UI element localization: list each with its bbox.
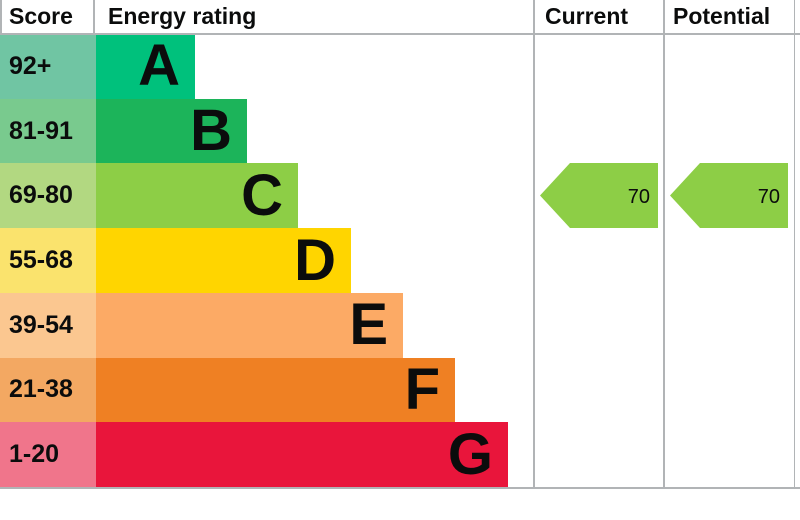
band-bar-e: E (96, 292, 403, 358)
score-column-divider (93, 0, 95, 33)
band-bar-d: D (96, 228, 351, 293)
current-column-left-border (533, 0, 535, 488)
band-letter: C (241, 162, 283, 228)
score-range: 55-68 (0, 228, 96, 293)
band-row-d: 55-68 D (0, 228, 800, 293)
score-range: 81-91 (0, 98, 96, 164)
potential-rating-arrow: 70 (670, 163, 788, 229)
current-arrow-shape (540, 163, 658, 229)
band-row-a: 92+ A (0, 34, 800, 99)
potential-arrow-shape (670, 163, 788, 229)
score-range: 39-54 (0, 292, 96, 358)
header-current: Current (545, 3, 629, 29)
potential-column-right-border (793, 0, 795, 488)
header-energy-rating: Energy rating (108, 3, 257, 29)
header-potential: Potential (673, 3, 771, 29)
band-letter: E (349, 292, 388, 358)
header-bottom-border (0, 33, 800, 35)
header-score: Score (9, 3, 73, 29)
band-bar-b: B (96, 98, 247, 164)
score-range: 1-20 (0, 422, 96, 488)
score-range: 21-38 (0, 357, 96, 423)
current-rating-value: 70 (628, 186, 650, 208)
band-letter: F (404, 356, 440, 422)
band-bar-f: F (96, 356, 455, 423)
band-letter: G (447, 421, 493, 487)
header-left-border (0, 0, 2, 33)
score-range: 92+ (0, 34, 96, 99)
band-row-g: 1-20 G (0, 421, 800, 488)
chart-bottom-border (0, 486, 800, 489)
band-letter: A (138, 33, 180, 99)
band-row-c: 69-80 C (0, 162, 800, 229)
band-letter: D (294, 227, 336, 293)
band-rows: 92+ A 81-91 B 69-80 C 55-68 D 39-54 E 21… (0, 34, 800, 488)
band-row-b: 81-91 B (0, 98, 800, 164)
band-bar-c: C (96, 162, 298, 229)
band-row-f: 21-38 F (0, 356, 800, 423)
band-bar-a: A (96, 34, 195, 99)
potential-rating-value: 70 (758, 186, 780, 208)
band-row-e: 39-54 E (0, 292, 800, 358)
current-rating-arrow: 70 (540, 163, 658, 229)
potential-column-left-border (663, 0, 665, 488)
band-letter: B (190, 98, 232, 164)
band-bar-g: G (96, 421, 508, 488)
score-range: 69-80 (0, 163, 96, 229)
